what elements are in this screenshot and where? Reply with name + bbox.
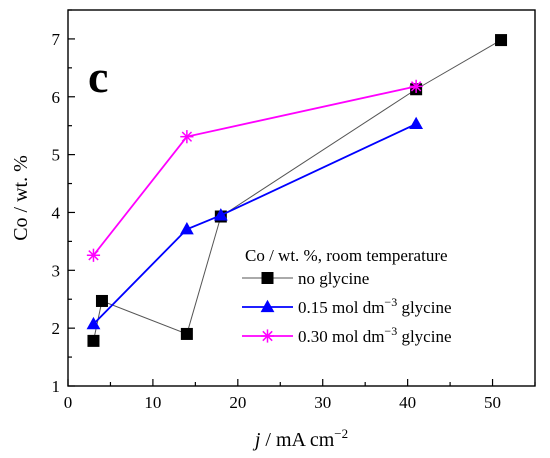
data-point-star: [409, 79, 423, 93]
legend-title: Co / wt. %, room temperature: [245, 246, 448, 265]
star-stroke: [262, 330, 273, 342]
axes: 0 10 20 30 40 50 1 2 3 4 5 6 7 j / mA cm−2 Co / wt. %: [10, 9, 536, 451]
data-point-square: [261, 272, 274, 284]
data-point-square: [495, 34, 508, 47]
y-tick-label: 5: [52, 146, 61, 165]
legend-label: no glycine: [298, 269, 369, 288]
data-point-square: [87, 334, 100, 347]
y-tick-label: 2: [52, 319, 61, 338]
plot-frame: [67, 9, 536, 387]
series-line: [92, 85, 417, 256]
y-tick-label: 4: [52, 203, 61, 222]
x-tick-label: 50: [484, 393, 501, 412]
data-point-star: [260, 329, 275, 343]
x-tick-label: 30: [314, 393, 331, 412]
series-layer: [86, 34, 508, 347]
legend-item-2: 0.15 mol dm−3 glycine: [242, 295, 452, 317]
data-point-square: [95, 294, 108, 307]
y-tick-label: 6: [52, 88, 61, 107]
y-axis-title: Co / wt. %: [10, 155, 32, 241]
y-tick-label: 7: [52, 30, 61, 49]
legend-label: 0.30 mol dm−3 glycine: [298, 324, 452, 346]
x-axis-title: j / mA cm−2: [252, 426, 348, 451]
legend: Co / wt. %, room temperature no glycine 0.…: [242, 246, 452, 346]
star-stroke: [181, 131, 193, 142]
x-tick-label: 20: [229, 393, 246, 412]
series-3: [86, 79, 423, 262]
series-line: [92, 123, 417, 325]
series-2: [86, 116, 424, 330]
data-point-triangle: [86, 316, 101, 330]
data-point-star: [86, 248, 101, 262]
data-point-star: [180, 130, 194, 144]
data-point-triangle: [179, 222, 194, 235]
x-tick-label: 40: [399, 393, 416, 412]
x-tick-label: 10: [144, 393, 161, 412]
data-point-triangle: [213, 208, 228, 221]
data-point-square: [180, 327, 193, 340]
y-tick-label: 3: [52, 261, 61, 280]
x-tick-label: 0: [64, 393, 73, 412]
legend-item-1: no glycine: [242, 269, 369, 288]
legend-item-3: 0.30 mol dm−3 glycine: [242, 324, 452, 346]
legend-label: 0.15 mol dm−3 glycine: [298, 295, 452, 317]
star-stroke: [88, 250, 99, 261]
y-tick-label: 1: [52, 377, 61, 396]
series-line: [92, 39, 502, 341]
panel-letter: c: [88, 51, 108, 102]
data-point-triangle: [409, 116, 424, 130]
series-1: [87, 34, 508, 347]
data-point-triangle: [260, 299, 275, 313]
star-stroke: [410, 81, 422, 92]
